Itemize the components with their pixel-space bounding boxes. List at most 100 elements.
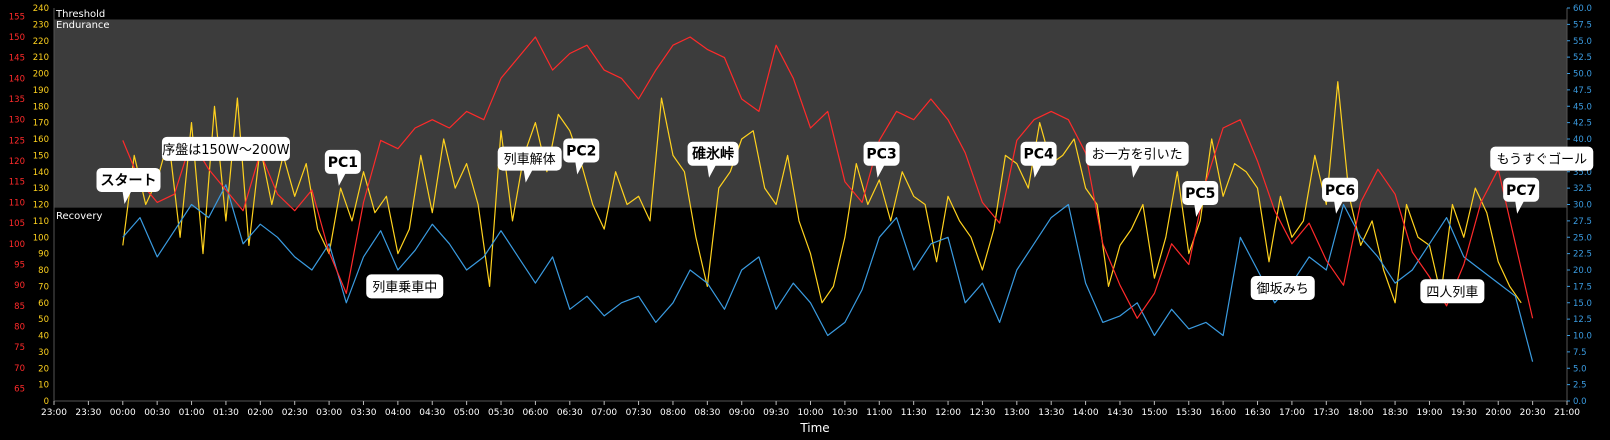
x-tick-label: 12:30	[969, 408, 995, 418]
x-tick-label: 02:30	[282, 408, 308, 418]
annotation-callout: PC3	[863, 141, 900, 178]
y-tick-label-speed: 5.0	[1573, 364, 1587, 374]
annotation-box	[1182, 181, 1219, 206]
annotation-pointer	[1194, 204, 1204, 218]
x-tick-label: 14:30	[1107, 408, 1133, 418]
y-tick-label-speed: 22.5	[1573, 250, 1592, 260]
annotation-pointer	[1334, 200, 1344, 214]
annotation-pointer	[875, 164, 885, 178]
annotation-callout: PC7	[1503, 177, 1540, 214]
x-tick-label: 18:00	[1348, 408, 1374, 418]
x-tick-label: 17:30	[1313, 408, 1339, 418]
y-tick-label-speed: 40.0	[1573, 135, 1592, 145]
annotation-callout: PC1	[324, 149, 361, 186]
y-tick-label-power: 100	[33, 233, 49, 243]
annotation-box	[863, 141, 900, 166]
y-tick-label-speed: 30.0	[1573, 201, 1592, 211]
annotation-box	[1250, 276, 1315, 301]
x-tick-label: 00:30	[144, 408, 170, 418]
annotation-pointer	[1515, 200, 1525, 214]
x-tick-label: 05:00	[454, 408, 480, 418]
y-tick-label-power: 110	[33, 217, 49, 227]
y-tick-label-speed: 52.5	[1573, 53, 1592, 63]
y-tick-label-speed: 10.0	[1573, 332, 1592, 342]
x-tick-label: 19:30	[1451, 408, 1477, 418]
x-tick-label: 20:00	[1485, 408, 1511, 418]
y-tick-label-power: 150	[33, 151, 49, 161]
x-tick-label: 10:00	[798, 408, 824, 418]
annotation-callout: 碓氷峠	[687, 141, 739, 178]
y-tick-label-heart-rate: 145	[9, 54, 25, 64]
annotation-box	[563, 138, 600, 163]
annotation-pointer	[1032, 164, 1042, 178]
x-tick-label: 04:30	[419, 408, 445, 418]
zone-label: Endurance	[56, 20, 110, 31]
y-tick-label-heart-rate: 120	[9, 157, 25, 167]
annotation-box	[324, 149, 361, 174]
annotation-text: 列車解体	[504, 153, 556, 168]
annotation-text: PC7	[1506, 183, 1536, 199]
x-tick-label: 19:00	[1416, 408, 1442, 418]
series-line-heart-rate	[122, 36, 1534, 319]
y-tick-label-power: 160	[33, 135, 49, 145]
annotation-text: PC5	[1185, 186, 1215, 202]
x-tick-label: 06:00	[522, 408, 548, 418]
zone-threshold	[54, 8, 1567, 20]
zone-label: Recovery	[56, 211, 102, 222]
y-tick-label-power: 230	[33, 20, 49, 30]
y-tick-label-heart-rate: 125	[9, 136, 25, 146]
x-tick-label: 11:30	[901, 408, 927, 418]
annotation-callout: PC2	[563, 138, 600, 175]
x-tick-label: 18:30	[1382, 408, 1408, 418]
y-tick-label-power: 90	[38, 250, 49, 260]
y-tick-label-power: 170	[33, 119, 49, 129]
x-tick-label: 13:30	[1038, 408, 1064, 418]
y-tick-label-heart-rate: 70	[14, 364, 25, 374]
annotation-box	[1085, 141, 1189, 166]
y-tick-label-speed: 60.0	[1573, 4, 1592, 14]
y-tick-label-speed: 17.5	[1573, 282, 1592, 292]
y-tick-label-speed: 32.5	[1573, 184, 1592, 194]
x-tick-label: 23:30	[75, 408, 101, 418]
y-tick-label-speed: 47.5	[1573, 86, 1592, 96]
x-tick-label: 03:00	[316, 408, 342, 418]
x-tick-label: 01:00	[179, 408, 205, 418]
y-tick-label-speed: 27.5	[1573, 217, 1592, 227]
x-tick-label: 05:30	[488, 408, 514, 418]
annotation-box	[1420, 279, 1485, 304]
x-tick-label: 03:30	[351, 408, 377, 418]
annotation-pointer	[336, 172, 346, 186]
y-tick-label-heart-rate: 150	[9, 33, 25, 43]
annotation-text: お一方を引いた	[1092, 147, 1183, 163]
zone-endurance	[54, 19, 1567, 208]
annotation-box	[161, 136, 290, 161]
x-tick-label: 02:00	[247, 408, 273, 418]
y-tick-label-power: 130	[33, 184, 49, 194]
x-tick-label: 17:00	[1279, 408, 1305, 418]
y-tick-label-speed: 25.0	[1573, 233, 1592, 243]
annotation-pointer	[523, 169, 533, 183]
annotation-box	[1503, 177, 1540, 202]
y-tick-label-speed: 42.5	[1573, 119, 1592, 129]
y-tick-label-power: 80	[38, 266, 49, 276]
annotation-pointer	[575, 161, 585, 175]
y-tick-label-heart-rate: 80	[14, 323, 25, 333]
y-tick-label-heart-rate: 110	[9, 198, 25, 208]
y-tick-label-speed: 20.0	[1573, 266, 1592, 276]
annotation-callout: PC4	[1020, 141, 1057, 178]
y-tick-label-heart-rate: 140	[9, 74, 25, 84]
series-line-power	[122, 81, 1522, 304]
zone-recovery	[54, 207, 1567, 401]
y-tick-label-power: 200	[33, 70, 49, 80]
annotation-box	[687, 141, 739, 166]
y-tick-label-heart-rate: 65	[14, 385, 25, 395]
y-tick-label-heart-rate: 155	[9, 12, 25, 22]
y-tick-label-speed: 7.5	[1573, 348, 1587, 358]
annotation-box	[366, 274, 444, 299]
y-tick-label-power: 190	[33, 86, 49, 96]
y-tick-label-power: 240	[33, 4, 49, 14]
y-tick-label-speed: 2.5	[1573, 381, 1587, 391]
y-tick-label-heart-rate: 85	[14, 302, 25, 312]
x-tick-label: 07:00	[591, 408, 617, 418]
annotation-callout: スタート	[96, 167, 161, 204]
